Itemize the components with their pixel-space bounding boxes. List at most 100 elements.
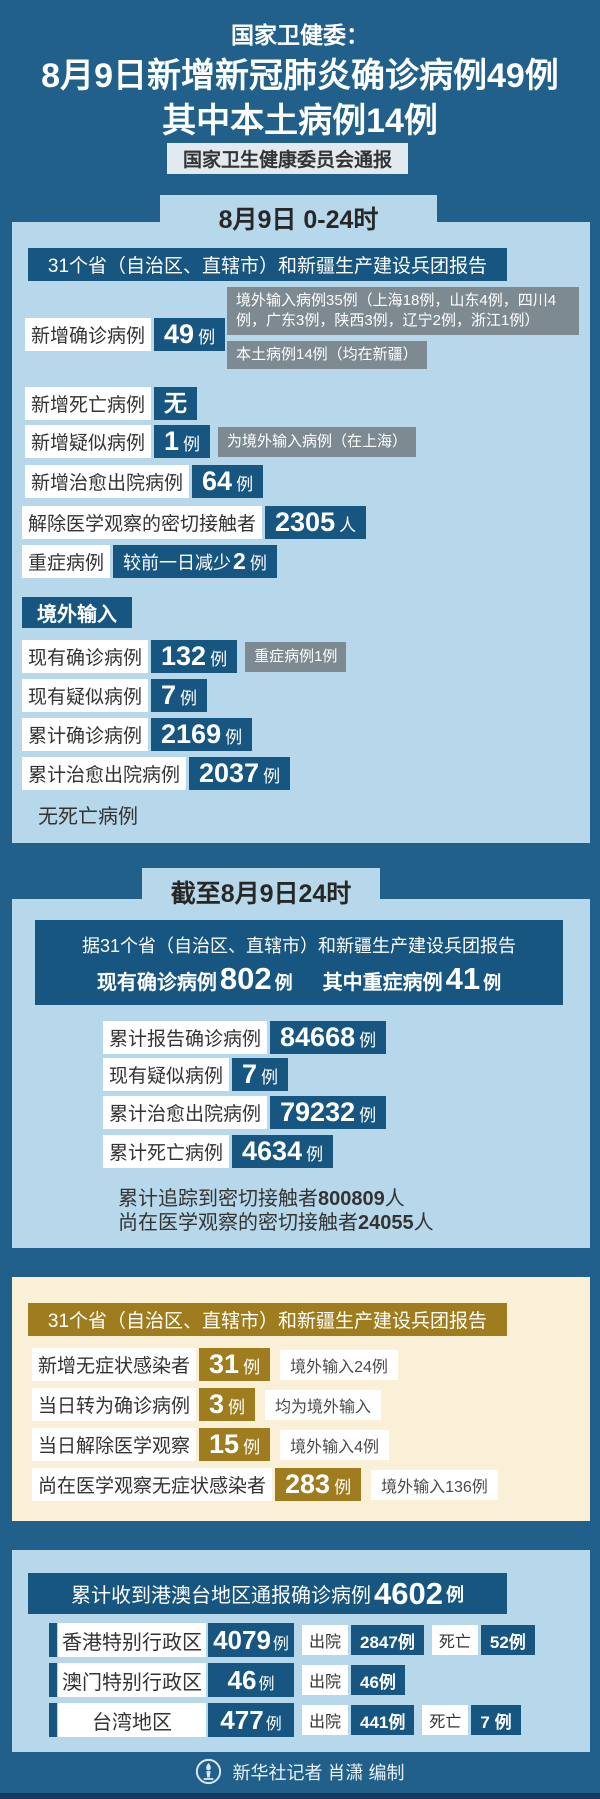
note-imported-cases: 境外输入病例35例（上海18例，山东4例，四川4例，广东3例，陕西3例，辽宁2例… [227,287,579,335]
row-value: 31 例 [199,1348,271,1381]
row-cum-suspected: 现有疑似病例 7 例 [103,1058,289,1091]
discharge-value: 441例 [351,1705,415,1735]
region-total: 46 例 [208,1663,294,1697]
row-new-asymptomatic: 新增无症状感染者 31 例 境外输入24例 [32,1348,398,1381]
row-label: 累计报告确诊病例 [103,1021,268,1054]
row-label: 累计治愈出院病例 [103,1096,268,1129]
row-value: 79232 例 [270,1096,387,1129]
footer-credit: 新华社记者 肖潇 编制 [0,1758,600,1785]
row-value: 49 例 [154,318,226,351]
tab-daily-period: 8月9日 0-24时 [160,195,437,240]
row-imported-cured: 累计治愈出院病例 2037 例 [22,757,291,790]
note-local-cases: 本土病例14例（均在新疆） [227,341,427,369]
row-value: 7 例 [151,679,208,712]
row-value: 1 例 [154,425,211,458]
region-label: 香港特别行政区 [58,1623,206,1657]
region-label: 台湾地区 [58,1703,206,1737]
row-value: 3 例 [199,1388,256,1421]
row-accent-mark [49,1703,57,1737]
summary-source-line: 据31个省（自治区、直辖市）和新疆生产建设兵团报告 [81,936,517,956]
row-released-observation: 当日解除医学观察 15 例 境外输入4例 [32,1428,389,1461]
row-new-confirmed: 新增确诊病例 49 例 [25,318,226,351]
section3-header-bar: 31个省（自治区、直辖市）和新疆生产建设兵团报告 [28,1303,507,1336]
row-value: 132 例 [151,640,238,673]
discharge-label: 出院 [302,1625,349,1655]
summary-box: 据31个省（自治区、直辖市）和新疆生产建设兵团报告 现有确诊病例 802 例 其… [35,920,563,1005]
row-imported-suspected: 现有疑似病例 7 例 [22,679,208,712]
xinhua-logo-icon [195,1758,222,1785]
row-released-contacts: 解除医学观察的密切接触者 2305 人 [22,506,367,539]
tab-cutoff-time: 截至8月9日24时 [142,868,380,916]
row-imported-active: 现有确诊病例 132 例 重症病例1例 [22,640,347,673]
row-cum-cured: 累计治愈出院病例 79232 例 [103,1096,387,1129]
row-label: 现有确诊病例 [22,640,149,673]
row-severe-cases: 重症病例 较前一日减少 2 例 [22,545,277,578]
row-value: 7 例 [232,1058,289,1091]
discharge-label: 出院 [302,1665,349,1695]
row-note: 均为境外输入 [265,1389,382,1420]
discharge-label: 出院 [302,1705,349,1735]
row-macao: 澳门特别行政区 46 例 出院 46例 [49,1663,405,1697]
row-converted-confirmed: 当日转为确诊病例 3 例 均为境外输入 [32,1388,382,1421]
credit-text: 新华社记者 肖潇 编制 [232,1762,405,1783]
row-cum-deaths: 累计死亡病例 4634 例 [103,1135,334,1168]
row-value: 2305 人 [265,506,367,539]
row-note: 境外输入4例 [280,1429,389,1460]
row-label: 现有疑似病例 [22,679,149,712]
row-label: 现有疑似病例 [103,1058,230,1091]
bottom-strip [0,1793,600,1799]
row-label: 新增死亡病例 [25,387,152,420]
row-label: 重症病例 [22,545,111,578]
row-value: 较前一日减少 2 例 [113,545,277,578]
row-value: 无 [154,387,198,420]
no-death-text: 无死亡病例 [38,806,138,828]
note-stack: 境外输入病例35例（上海18例，山东4例，四川4例，广东3例，陕西3例，辽宁2例… [227,287,579,369]
imported-subheader: 境外输入 [22,597,132,628]
row-accent-mark [49,1663,57,1697]
row-new-deaths: 新增死亡病例 无 [25,387,198,420]
row-taiwan: 台湾地区 477 例 出院 441例 死亡 7 例 [49,1703,521,1737]
row-note: 境外输入24例 [280,1349,398,1380]
section4-header-bar: 累计收到港澳台地区通报确诊病例 4602 例 [28,1573,507,1614]
row-cum-confirmed: 累计报告确诊病例 84668 例 [103,1021,387,1054]
row-hongkong: 香港特别行政区 4079 例 出院 2847例 死亡 52例 [49,1623,535,1657]
row-new-suspected: 新增疑似病例 1 例 为境外输入病例（在上海） [25,425,417,458]
row-label: 解除医学观察的密切接触者 [22,506,263,539]
row-note: 为境外输入病例（在上海） [218,426,417,457]
source-kicker: 国家卫健委： [231,22,369,48]
row-label: 尚在医学观察无症状感染者 [32,1468,273,1501]
row-label: 新增无症状感染者 [32,1348,197,1381]
discharge-value: 2847例 [351,1625,424,1655]
death-label: 死亡 [431,1625,478,1655]
death-value: 7 例 [471,1705,521,1735]
row-value: 64 例 [192,465,264,498]
row-note: 境外输入136例 [371,1469,498,1500]
row-label: 累计确诊病例 [22,718,149,751]
contacts-under-observation-text: 尚在医学观察的密切接触者24055人 [118,1212,434,1234]
row-note: 重症病例1例 [245,641,347,672]
row-value: 4634 例 [232,1135,334,1168]
row-label: 新增治愈出院病例 [25,465,190,498]
row-label: 新增疑似病例 [25,425,152,458]
row-label: 当日解除医学观察 [32,1428,197,1461]
row-label: 累计治愈出院病例 [22,757,187,790]
region-total: 477 例 [208,1703,294,1737]
summary-figures: 现有确诊病例 802 例 其中重症病例 41 例 [96,961,502,996]
death-label: 死亡 [422,1705,469,1735]
row-value: 84668 例 [270,1021,387,1054]
row-label: 累计死亡病例 [103,1135,230,1168]
row-under-observation: 尚在医学观察无症状感染者 283 例 境外输入136例 [32,1468,498,1501]
contacts-traced-text: 累计追踪到密切接触者800809人 [118,1188,405,1210]
row-new-cured: 新增治愈出院病例 64 例 [25,465,264,498]
page-title-line1: 8月9日新增新冠肺炎确诊病例49例 [41,57,559,95]
issuer-badge: 国家卫生健康委员会通报 [167,143,408,174]
row-accent-mark [49,1623,57,1657]
region-label: 澳门特别行政区 [58,1663,206,1697]
row-label: 当日转为确诊病例 [32,1388,197,1421]
region-total: 4079 例 [208,1623,294,1657]
row-value: 2169 例 [151,718,253,751]
row-value: 15 例 [199,1428,271,1461]
row-imported-total: 累计确诊病例 2169 例 [22,718,253,751]
row-label: 新增确诊病例 [25,318,152,351]
